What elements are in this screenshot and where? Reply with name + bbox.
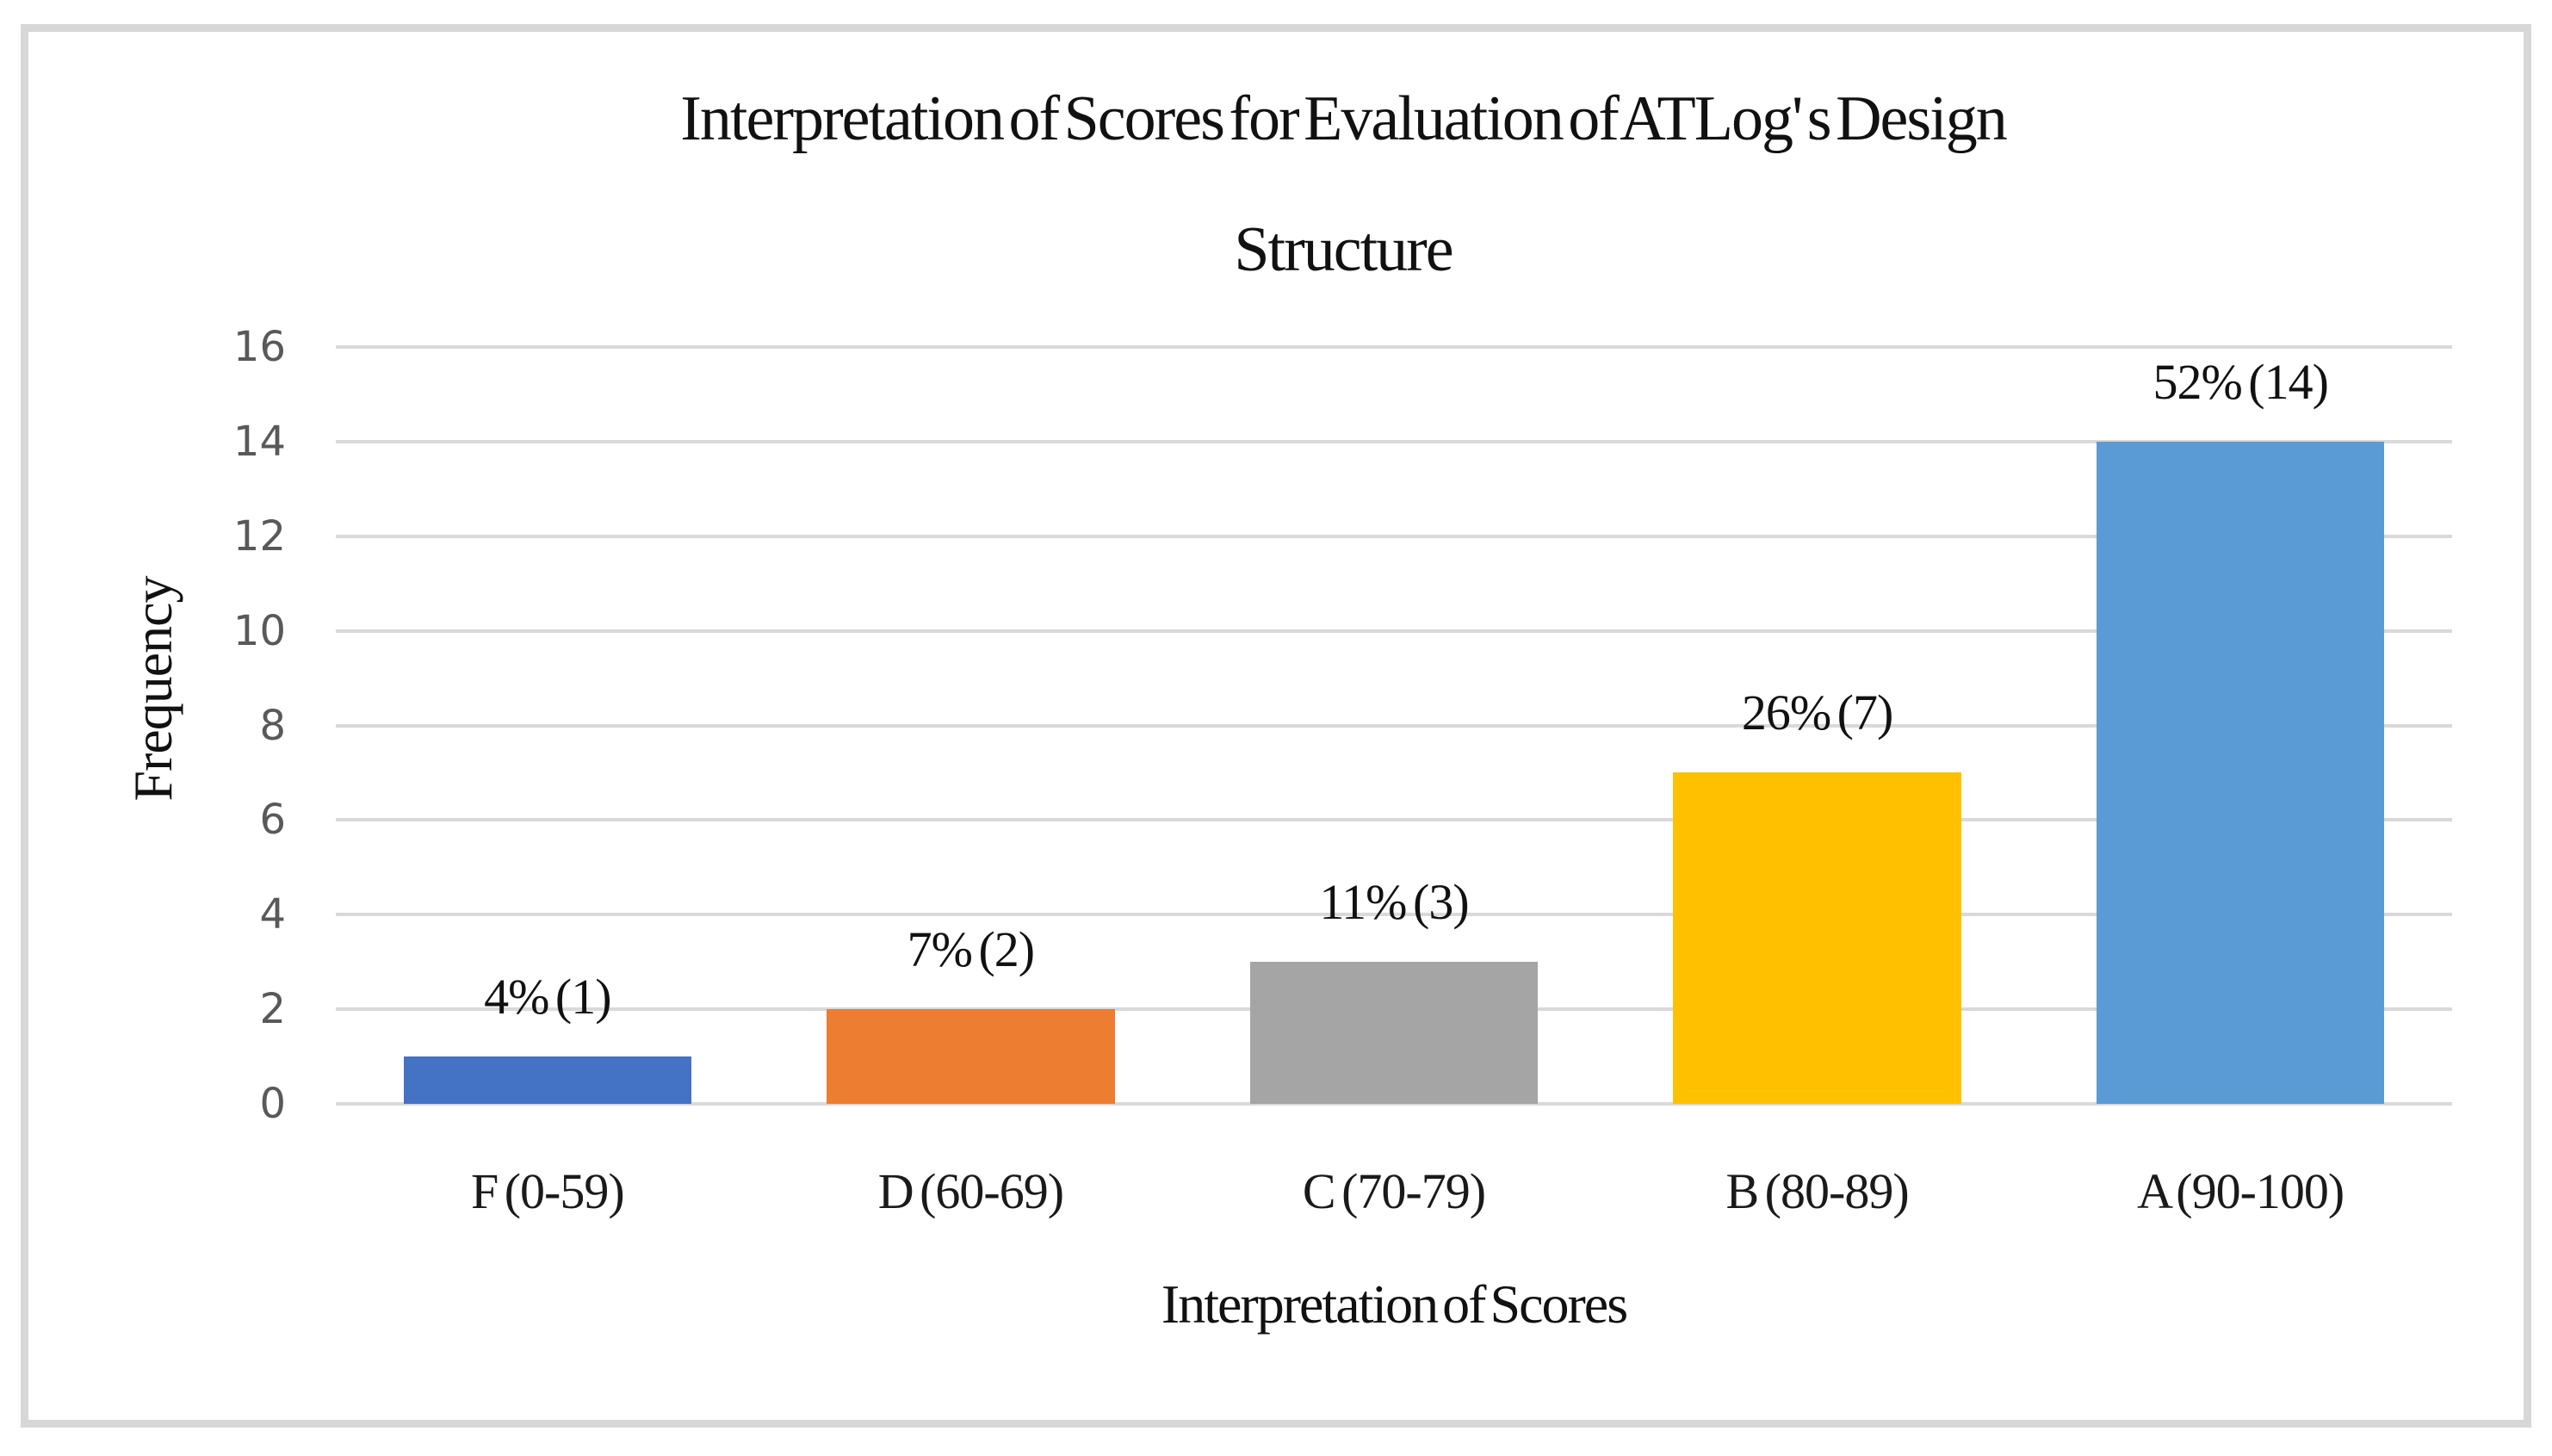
- category-label-F (0-59): F (0-59): [470, 1163, 625, 1219]
- category-label-D (60-69): D (60-69): [877, 1163, 1064, 1219]
- y-tick-label-14: 14: [232, 417, 286, 466]
- gridline-y-8: [336, 723, 2452, 728]
- bar-D (60-69): [827, 1009, 1115, 1104]
- x-axis-category-labels: F (0-59) D (60-69) C (70-79) B (80-89) A (90…: [336, 1162, 2452, 1220]
- bar-B (80-89): [1673, 772, 1961, 1104]
- gridline-y-16: [336, 345, 2452, 349]
- plot-area: 4% (1) 7% (2) 11% (3) 26% (7) 52% (14): [336, 347, 2452, 1104]
- bar-F (0-59): [403, 1056, 691, 1104]
- data-label-D (60-69): 7% (2): [907, 921, 1035, 978]
- y-tick-label-0: 0: [259, 1080, 286, 1128]
- bar-band-2: 7% (2): [759, 347, 1183, 1104]
- data-label-A (90-100): 52% (14): [2152, 353, 2328, 410]
- data-label-F (0-59): 4% (1): [484, 969, 611, 1025]
- y-tick-label-8: 8: [259, 701, 286, 750]
- chart-title-line-1: Interpretation of Scores for Evaluation …: [680, 84, 2007, 154]
- bar-C (70-79): [1249, 962, 1539, 1104]
- gridline-y-4: [336, 913, 2452, 917]
- bar-band-3: 11% (3): [1182, 347, 1606, 1104]
- category-label-A (90-100): A (90-100): [2137, 1163, 2344, 1219]
- gridline-y-10: [336, 629, 2452, 633]
- y-tick-label-10: 10: [232, 606, 286, 655]
- y-tick-label-4: 4: [259, 890, 286, 939]
- chart-title-line-2: Structure: [1234, 214, 1453, 285]
- bar-A (90-100): [2097, 441, 2385, 1104]
- chart-title: Interpretation of Scores for Evaluation …: [258, 53, 2428, 315]
- y-axis-tick-labels: 0 2 4 6 8 10 12 14 16: [121, 323, 286, 1128]
- x-axis-title: Interpretation of Scores: [1161, 1273, 1628, 1335]
- gridline-y-12: [336, 534, 2452, 538]
- bar-band-4: 26% (7): [1606, 347, 2029, 1104]
- bar-band-1: 4% (1): [336, 347, 759, 1104]
- category-label-C (70-79): C (70-79): [1302, 1163, 1486, 1219]
- gridline-y-0: [336, 1102, 2452, 1106]
- data-label-B (80-89): 26% (7): [1741, 685, 1893, 741]
- gridline-y-14: [336, 439, 2452, 443]
- y-tick-label-2: 2: [259, 985, 286, 1034]
- y-tick-label-12: 12: [232, 511, 286, 561]
- y-tick-label-16: 16: [232, 323, 286, 371]
- category-label-B (80-89): B (80-89): [1725, 1163, 1910, 1219]
- y-tick-label-6: 6: [259, 796, 286, 845]
- gridline-y-6: [336, 818, 2452, 822]
- bar-band-5: 52% (14): [2029, 347, 2452, 1104]
- data-label-C (70-79): 11% (3): [1319, 874, 1469, 931]
